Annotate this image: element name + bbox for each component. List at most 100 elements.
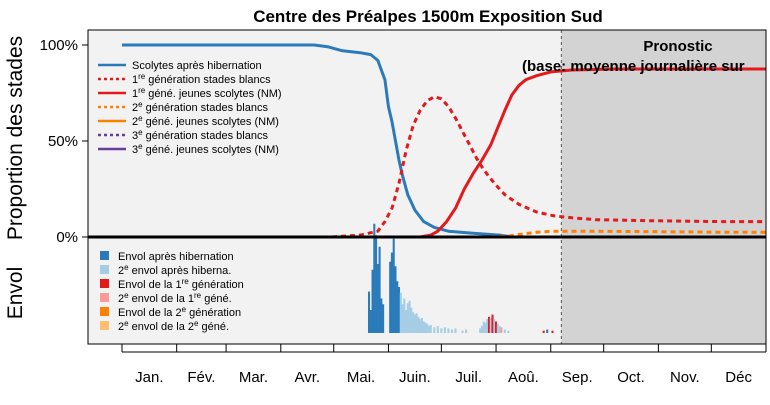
- flight-bar: [546, 329, 549, 333]
- flight-bar: [486, 319, 489, 333]
- legend-flight-label: Envol de la 1re génération: [118, 277, 244, 291]
- series-line-g2w: [490, 229, 766, 239]
- x-tick-label: Sep.: [562, 369, 593, 386]
- flight-bar: [491, 314, 494, 333]
- flight-bar: [542, 330, 545, 333]
- flight-bar: [427, 326, 431, 333]
- flight-bar: [429, 324, 432, 333]
- legend-flight-label: 2e envol de la 2e géné.: [118, 319, 229, 333]
- flight-bar: [433, 327, 436, 333]
- legend-flight-swatch: [100, 307, 109, 316]
- flight-bar: [394, 266, 397, 333]
- flight-bar: [396, 281, 399, 333]
- legend-flight-label: Envol de la 2e génération: [118, 305, 241, 319]
- x-axis: Jan. Fév. Mar. Avr. Mai. Juin. Juil. Aoû. Sep. Oc…: [121, 344, 767, 386]
- flight-bar: [408, 300, 411, 333]
- y-axis: 0% 50% 100%: [40, 37, 88, 246]
- legend-line-label: 3e géné. jeunes scolytes (NM): [132, 142, 279, 156]
- flight-bar: [461, 330, 464, 333]
- forecast-region: [561, 30, 766, 344]
- x-tick-label: Mar.: [239, 369, 268, 386]
- flight-bar: [489, 318, 492, 333]
- y-tick-label: 50%: [48, 133, 78, 150]
- flight-bar: [375, 235, 378, 333]
- legend-line-label: 2e géné. jeunes scolytes (NM): [132, 114, 279, 128]
- flight-bar: [403, 298, 406, 333]
- flight-bar: [369, 310, 372, 333]
- flight-bar: [406, 303, 409, 333]
- flight-bar: [426, 323, 429, 333]
- flight-bar: [413, 314, 416, 333]
- x-tick-label: Oct.: [617, 369, 645, 386]
- flight-bar: [482, 321, 485, 333]
- x-tick-label: Juin.: [399, 369, 431, 386]
- flight-bar: [443, 327, 446, 333]
- chart-title: Centre des Préalpes 1500m Exposition Sud: [253, 7, 603, 26]
- flight-bar: [436, 326, 439, 333]
- flight-bar: [389, 261, 392, 333]
- flight-bar: [415, 313, 418, 333]
- flight-bar: [484, 322, 487, 333]
- flight-bar: [493, 319, 496, 333]
- flight-bar: [465, 329, 468, 333]
- flight-bar: [422, 321, 425, 333]
- flight-bar: [399, 292, 402, 333]
- legend-flight-label: 2e envol de la 1re géné.: [118, 291, 232, 305]
- flight-bar: [397, 287, 401, 333]
- flight-bar: [450, 329, 453, 333]
- flight-bars: [367, 223, 554, 333]
- x-tick-label: Juil.: [455, 369, 482, 386]
- y-axis-label-top: Proportion des stades: [4, 36, 27, 240]
- y-tick-label: 0%: [56, 229, 78, 246]
- flight-bar: [496, 323, 499, 333]
- flight-bar: [440, 328, 443, 333]
- flight-bar: [371, 269, 374, 333]
- x-tick-label: Fév.: [187, 369, 215, 386]
- flight-bar: [420, 318, 423, 333]
- flight-bar: [417, 316, 420, 333]
- flight-bar: [382, 304, 385, 333]
- flight-bar: [373, 223, 376, 333]
- flight-bar: [392, 238, 395, 333]
- series-line-g1a: [419, 67, 766, 239]
- legend-line-label: 1re géné. jeunes scolytes (NM): [132, 86, 282, 100]
- flight-bar: [447, 328, 450, 333]
- flight-bar: [500, 327, 503, 333]
- flight-bar: [378, 246, 381, 333]
- flight-bar: [479, 328, 482, 333]
- flight-bar: [401, 304, 404, 333]
- flight-bar: [405, 310, 408, 333]
- legend-flight-swatch: [100, 251, 109, 260]
- x-tick-label: Jan.: [135, 369, 163, 386]
- flight-bar: [376, 264, 379, 333]
- legend-line-label: 3e génération stades blancs: [132, 128, 268, 142]
- legend-flight-label: 2e envol après hiberna.: [118, 263, 231, 277]
- forecast-label-line1: Pronostic: [643, 38, 712, 55]
- flight-bar: [424, 322, 427, 333]
- flight-bar: [507, 330, 510, 333]
- series-line-hib: [122, 43, 513, 239]
- flight-bar: [498, 326, 501, 333]
- flight-bar: [487, 316, 491, 333]
- legend-flight-swatch: [100, 279, 109, 288]
- flight-bar: [419, 319, 422, 333]
- forecast-label-line2: (base: moyenne journalière sur: [522, 58, 745, 75]
- legend-flight-label: Envol après hibernation: [118, 251, 234, 263]
- x-tick-label: Mai.: [347, 369, 375, 386]
- legend-line-label: Scolytes après hibernation: [132, 60, 262, 72]
- flight-bar: [410, 307, 413, 333]
- legend-flight-swatch: [100, 293, 109, 302]
- y-tick-label: 100%: [40, 37, 78, 54]
- flight-bar: [480, 326, 483, 333]
- series-lines: [122, 43, 766, 239]
- flight-bar: [495, 321, 498, 333]
- flight-bar: [412, 312, 415, 333]
- flight-bar: [551, 330, 554, 333]
- x-tick-label: Aoû.: [508, 369, 539, 386]
- legend-flight-swatch: [100, 321, 109, 330]
- flight-bar: [390, 252, 393, 333]
- x-tick-label: Nov.: [670, 369, 700, 386]
